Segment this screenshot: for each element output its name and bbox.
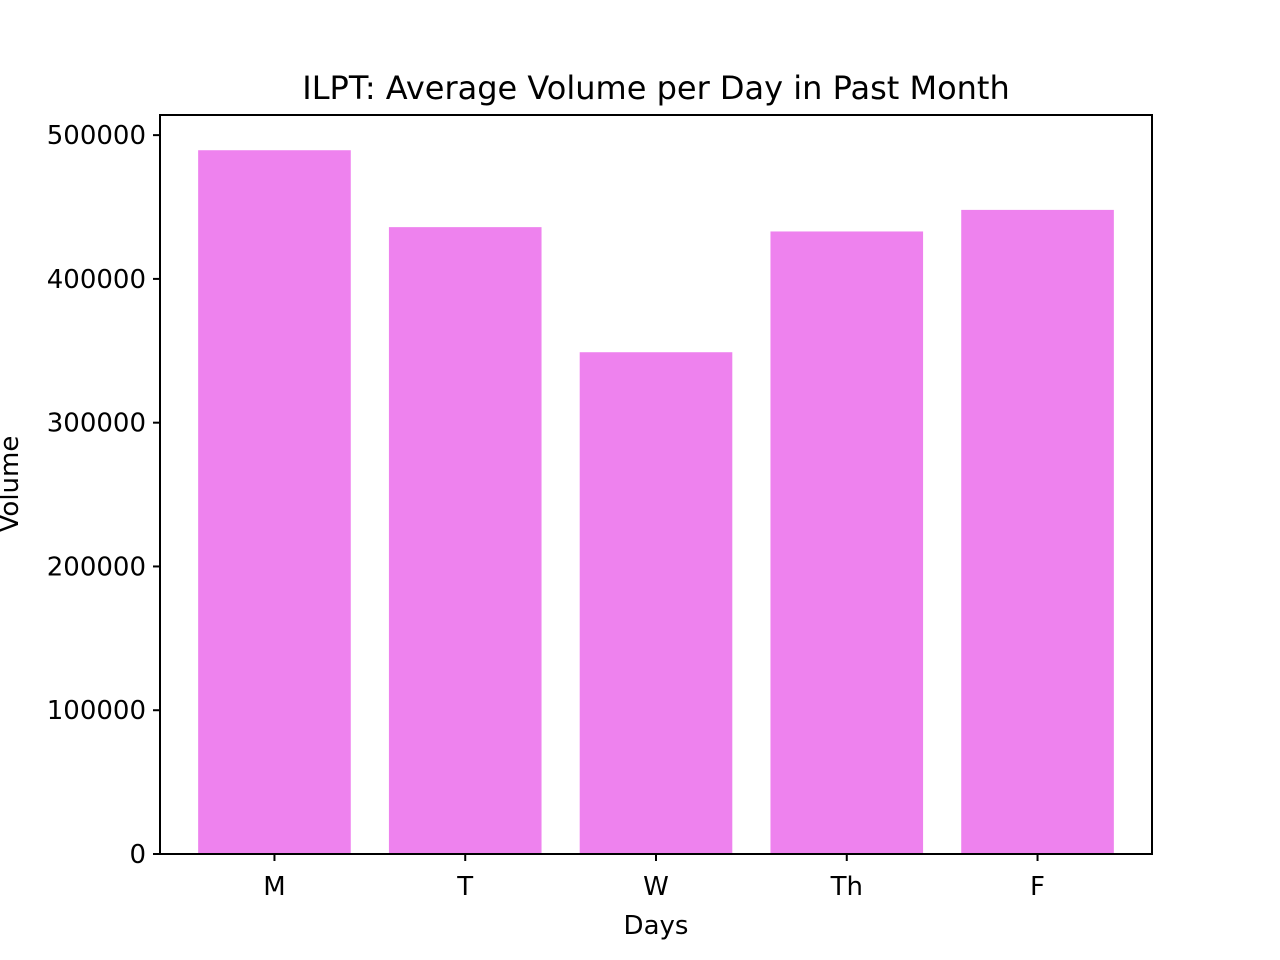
x-axis-ticks: M T W Th F xyxy=(263,854,1045,902)
bars-group xyxy=(198,150,1114,855)
x-tick-label: Th xyxy=(830,872,863,902)
y-axis-ticks: 0 100000 200000 300000 400000 500000 xyxy=(47,121,160,870)
y-tick-label: 0 xyxy=(129,840,146,870)
chart-title: ILPT: Average Volume per Day in Past Mon… xyxy=(302,69,1010,107)
bar-m xyxy=(198,150,351,855)
y-tick-label: 500000 xyxy=(47,121,146,151)
bar-w xyxy=(579,352,733,854)
y-tick-label: 100000 xyxy=(47,696,146,726)
y-tick-label: 300000 xyxy=(47,409,146,439)
x-tick-label: F xyxy=(1030,872,1045,902)
y-axis-label: Volume xyxy=(0,436,25,533)
x-tick-label: T xyxy=(456,872,473,902)
y-tick-label: 200000 xyxy=(47,552,146,582)
bar-th xyxy=(770,231,924,854)
x-tick-label: M xyxy=(263,872,285,902)
plot-area-frame xyxy=(159,114,1153,855)
y-tick-label: 400000 xyxy=(47,265,146,295)
x-axis-label: Days xyxy=(624,911,689,941)
bar-t xyxy=(388,227,542,854)
bar-f xyxy=(961,209,1114,854)
x-tick-label: W xyxy=(643,872,669,902)
